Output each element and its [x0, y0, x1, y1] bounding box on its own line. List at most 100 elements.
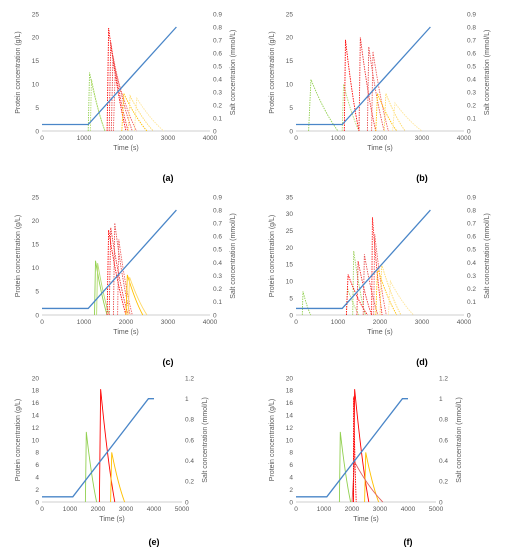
y2-axis-title: Salt concentration (mmol/L): [456, 397, 463, 483]
y-tick-label: 15: [32, 58, 40, 65]
y2-tick-label: 0.9: [213, 194, 222, 201]
y-tick-label: 6: [289, 462, 293, 469]
x-tick-label: 1000: [77, 135, 92, 142]
peak-series-2: [98, 389, 116, 503]
peak-series-7: [121, 93, 148, 132]
y-tick-label: 10: [32, 265, 40, 272]
x-tick-label: 3000: [415, 319, 430, 326]
x-tick-label: 4000: [203, 319, 218, 326]
x-tick-label: 4000: [457, 319, 472, 326]
panel-label: (f): [404, 537, 413, 547]
x-tick-label: 3000: [161, 135, 176, 142]
y2-tick-label: 0.8: [467, 207, 476, 214]
y-tick-label: 18: [32, 388, 40, 395]
x-tick-label: 0: [40, 506, 44, 513]
y2-tick-label: 0.2: [467, 286, 476, 293]
y-tick-label: 5: [289, 295, 293, 302]
y2-tick-label: 0.7: [213, 221, 222, 228]
peak-series-7: [125, 274, 144, 316]
y-tick-label: 5: [35, 289, 39, 296]
y2-tick-label: 0: [467, 312, 471, 319]
y2-tick-label: 0.9: [467, 11, 476, 18]
y2-tick-label: 0.3: [467, 273, 476, 280]
x-tick-label: 0: [294, 135, 298, 142]
peak-series-7: [371, 217, 383, 316]
y2-tick-label: 0: [439, 499, 443, 506]
y-tick-label: 20: [32, 375, 40, 382]
peak-series-1: [338, 431, 352, 503]
y2-tick-label: 0.4: [213, 76, 222, 83]
peak-series-5: [110, 56, 133, 132]
chart-panel-f: 0 2 4 6 8 10 12 14 16 18 20 0 0.2 0.4 0.6 0.8 1 1.2 0 1000 2…: [269, 375, 463, 547]
y2-tick-label: 0.1: [213, 299, 222, 306]
y-tick-label: 0: [35, 312, 39, 319]
y-tick-label: 14: [286, 413, 294, 420]
y2-tick-label: 0.4: [185, 458, 194, 465]
y2-tick-label: 0.1: [213, 115, 222, 122]
x-tick-label: 3000: [119, 506, 134, 513]
y-tick-label: 20: [286, 35, 294, 42]
y2-tick-label: 0.2: [467, 102, 476, 109]
y-tick-label: 20: [32, 218, 40, 225]
y2-tick-label: 0.2: [213, 286, 222, 293]
peak-series-3: [106, 229, 127, 316]
y-tick-label: 20: [32, 35, 40, 42]
salt-gradient-line: [296, 26, 431, 126]
x-tick-label: 1000: [63, 506, 78, 513]
x-axis-title: Time (s): [99, 516, 124, 523]
y-tick-label: 12: [32, 425, 40, 432]
y2-tick-label: 0.8: [467, 24, 476, 31]
y-tick-label: 15: [286, 262, 294, 269]
peak-series-5: [356, 260, 373, 316]
y2-tick-label: 0.4: [213, 260, 222, 267]
chart-panel-e: 0 2 4 6 8 10 12 14 16 18 20 0 0.2 0.4 0.6 0.8 1 1.2 0 1000 2…: [15, 375, 209, 547]
y-tick-label: 2: [289, 487, 293, 494]
y-tick-label: 20: [286, 245, 294, 252]
y-axis-title: Protein concentration (g/L): [15, 399, 22, 482]
panel-label: (e): [149, 537, 160, 547]
y-axis-title: Protein concentration (g/L): [269, 399, 276, 482]
y2-tick-label: 0.2: [213, 102, 222, 109]
peak-series-9: [392, 101, 423, 132]
y2-tick-label: 0.1: [467, 299, 476, 306]
peak-series-11: [387, 279, 414, 316]
peak-series-5: [112, 222, 131, 316]
peak-series-6: [371, 51, 389, 132]
y2-tick-label: 1: [439, 396, 443, 403]
y2-tick-label: 0.8: [213, 24, 222, 31]
peak-series-5: [352, 396, 357, 503]
x-tick-label: 3000: [161, 319, 176, 326]
peak-series-9: [133, 96, 165, 132]
y2-tick-label: 0.8: [439, 417, 448, 424]
y2-axis-title: Salt concentration (mmol/L): [484, 213, 491, 299]
peak-series-7: [375, 93, 398, 132]
x-tick-label: 4000: [203, 135, 218, 142]
peak-series-4: [108, 42, 129, 132]
peak-series-9: [375, 267, 398, 316]
y2-tick-label: 0.2: [439, 479, 448, 486]
salt-gradient-line: [296, 209, 431, 310]
y2-tick-label: 0.7: [213, 37, 222, 44]
y-axis-title: Protein concentration (g/L): [15, 215, 22, 298]
panel-label: (a): [163, 173, 174, 183]
y-axis-title: Protein concentration (g/L): [15, 31, 22, 114]
y2-tick-label: 1.2: [185, 375, 194, 382]
peak-series-3: [364, 452, 380, 503]
y-tick-label: 0: [289, 499, 293, 506]
x-axis-title: Time (s): [367, 145, 392, 152]
peak-series-2: [341, 84, 360, 132]
y2-tick-label: 0: [467, 128, 471, 135]
y2-tick-label: 0.5: [213, 63, 222, 70]
y2-tick-label: 0.4: [467, 76, 476, 83]
y-tick-label: 5: [289, 105, 293, 112]
y-tick-label: 5: [35, 105, 39, 112]
y-tick-label: 25: [286, 11, 294, 18]
y2-tick-label: 0.8: [185, 417, 194, 424]
x-tick-label: 0: [294, 319, 298, 326]
y2-tick-label: 0.4: [467, 260, 476, 267]
y-tick-label: 30: [286, 211, 294, 218]
y-tick-label: 14: [32, 413, 40, 420]
salt-gradient-line: [42, 398, 154, 498]
x-axis-title: Time (s): [113, 329, 138, 336]
